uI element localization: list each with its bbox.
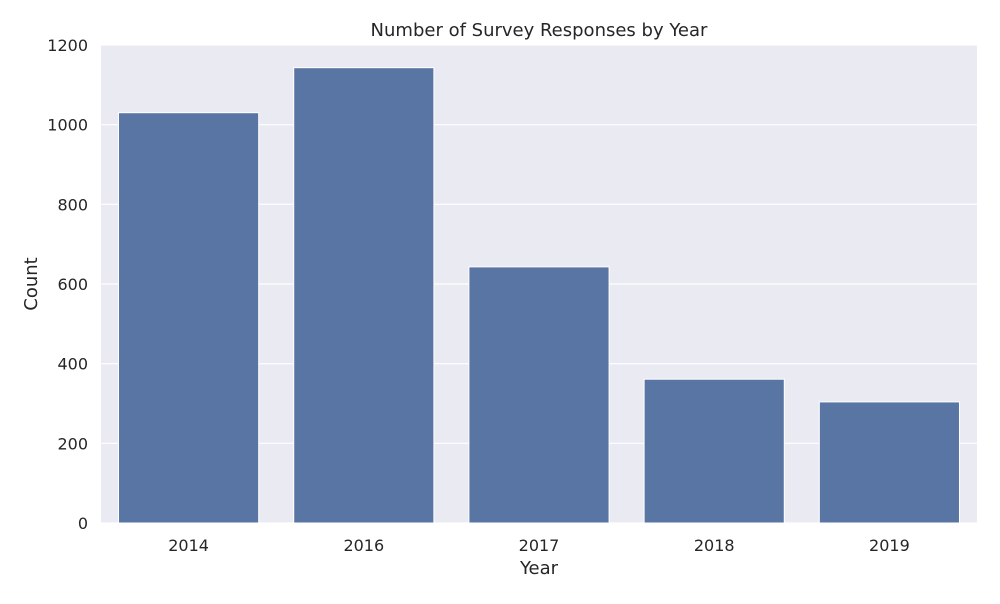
x-tick-label-2014: 2014 (168, 536, 209, 555)
x-tick-label-2018: 2018 (694, 536, 735, 555)
y-tick-label-1200: 1200 (47, 36, 88, 55)
bar-2014 (118, 112, 260, 524)
x-tick-label-2016: 2016 (343, 536, 384, 555)
y-tick-label-400: 400 (57, 355, 88, 374)
bars (118, 67, 960, 524)
y-tick-label-0: 0 (78, 514, 88, 533)
x-axis-label: Year (519, 558, 559, 579)
bar-2018 (643, 378, 785, 524)
y-tick-label-200: 200 (57, 434, 88, 453)
bar-2016 (293, 67, 435, 524)
y-tick-label-1000: 1000 (47, 116, 88, 135)
x-tick-label-2019: 2019 (869, 536, 910, 555)
bar-2017 (468, 266, 610, 524)
chart-title: Number of Survey Responses by Year (371, 20, 708, 41)
y-tick-labels: 0 200 400 600 800 1000 1200 (47, 36, 88, 533)
y-tick-label-600: 600 (57, 275, 88, 294)
x-tick-label-2017: 2017 (519, 536, 560, 555)
bar-2019 (818, 401, 960, 524)
y-tick-label-800: 800 (57, 195, 88, 214)
y-axis-label: Count (21, 257, 42, 310)
x-tick-labels: 2014 2016 2017 2018 2019 (168, 536, 910, 555)
